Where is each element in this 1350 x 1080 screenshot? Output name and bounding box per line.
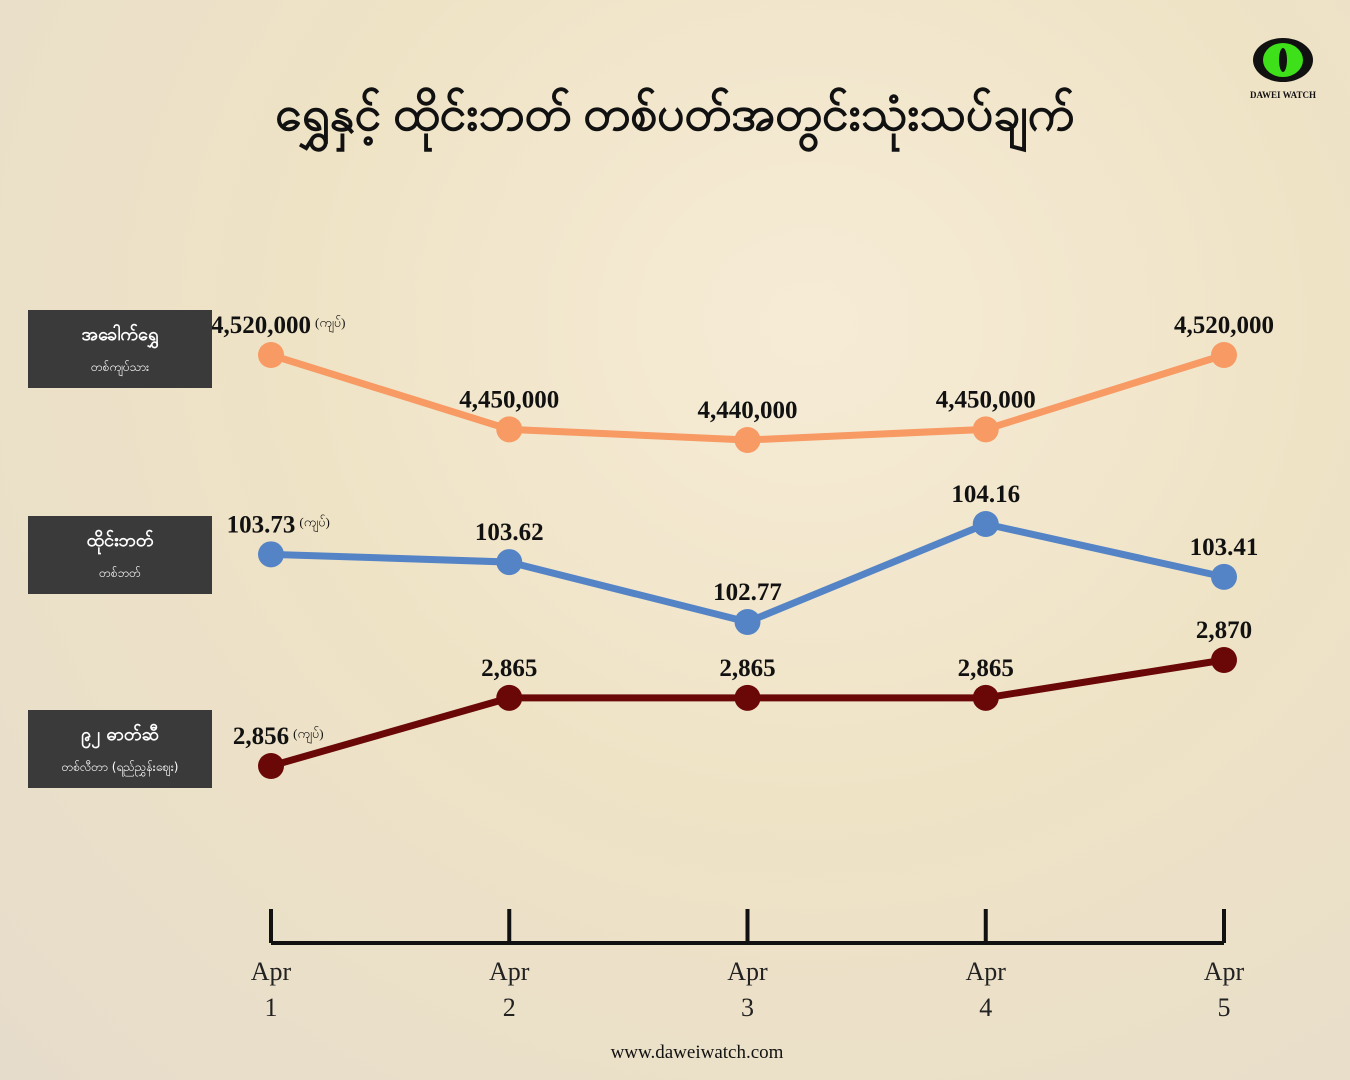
- data-point: [734, 427, 761, 453]
- logo-pupil: [1279, 48, 1287, 72]
- data-point: [496, 549, 523, 576]
- data-label: 4,440,000: [698, 397, 798, 424]
- data-point: [972, 684, 999, 711]
- data-label: 103.41: [1190, 534, 1259, 561]
- data-label: 4,520,000: [211, 312, 311, 339]
- series-sublabel: တစ်ကျပ်သား: [90, 360, 150, 374]
- data-point: [734, 684, 761, 711]
- data-point: [734, 609, 761, 635]
- data-point: [258, 753, 284, 779]
- data-point: [258, 342, 284, 368]
- data-label: 2,870: [1196, 617, 1252, 644]
- series-name: အခေါက်ရွှေ: [81, 324, 159, 345]
- unit-label: (ကျပ်): [299, 514, 329, 532]
- x-tick-label: Apr 4: [965, 957, 1006, 1022]
- data-label: 4,450,000: [459, 386, 559, 413]
- data-point: [1211, 563, 1237, 590]
- x-tick-label: Apr 2: [489, 957, 530, 1022]
- data-label: 2,865: [958, 655, 1014, 682]
- unit-label: (ကျပ်): [293, 726, 323, 744]
- data-label: 2,865: [719, 655, 775, 682]
- data-label: 4,520,000: [1174, 312, 1274, 339]
- data-label: 102.77: [713, 579, 782, 606]
- data-label: 2,865: [481, 655, 537, 682]
- data-label: 103.73: [227, 511, 296, 538]
- data-point: [972, 416, 999, 443]
- data-label: 104.16: [951, 481, 1020, 508]
- data-label: 4,450,000: [936, 386, 1036, 413]
- series-sublabel: တစ်ဘတ်: [99, 566, 141, 580]
- series-name: ၉၂ ဓာတ်ဆီ: [81, 724, 159, 745]
- series-label: ၉၂ ဓာတ်ဆီတစ်လီတာ (ရည်ညွှန်းဈေး): [28, 710, 212, 788]
- data-point: [258, 541, 284, 568]
- x-tick-label: Apr 1: [250, 957, 292, 1022]
- data-point: [972, 511, 999, 537]
- footer: www.daweiwatch.com: [611, 1042, 784, 1063]
- x-tick-label: Apr 5: [1203, 957, 1245, 1022]
- chart-title: ရွှေနှင့် ထိုင်းဘတ် တစ်ပတ်အတွင်းသုံးသပ်ခ…: [275, 85, 1075, 153]
- data-point: [496, 684, 523, 711]
- data-label: 2,856: [233, 723, 289, 750]
- x-tick-label: Apr 3: [727, 957, 768, 1022]
- data-label: 103.62: [475, 519, 544, 546]
- data-point: [496, 416, 523, 443]
- data-point: [1211, 647, 1237, 673]
- data-point: [1211, 342, 1237, 368]
- series-label: အခေါက်ရွှေတစ်ကျပ်သား: [28, 310, 212, 388]
- series-name: ထိုင်းဘတ်: [86, 530, 154, 551]
- series-line: [270, 520, 1225, 626]
- series-label: ထိုင်းဘတ်တစ်ဘတ်: [28, 516, 212, 594]
- series-sublabel: တစ်လီတာ (ရည်ညွှန်းဈေး): [61, 760, 179, 774]
- logo-text: DAWEI WATCH: [1250, 90, 1316, 100]
- unit-label: (ကျပ်): [315, 315, 345, 333]
